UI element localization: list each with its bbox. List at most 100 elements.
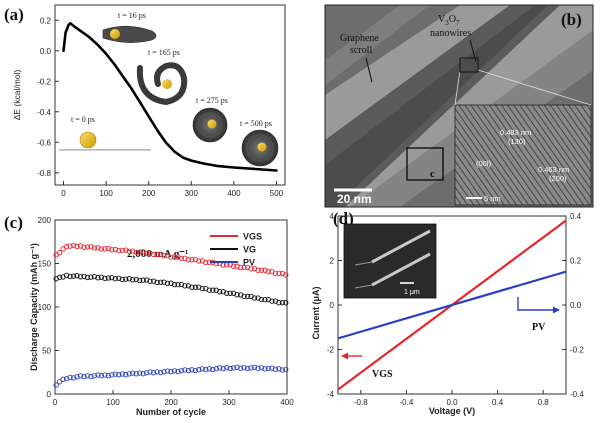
data-point: [157, 279, 164, 285]
data-point: [227, 365, 233, 372]
data-point: [143, 277, 150, 283]
data-point: [227, 290, 233, 296]
data-point: [230, 263, 237, 269]
data-point: [203, 366, 209, 373]
data-point: [84, 244, 91, 250]
data-point: [56, 379, 63, 385]
data-point: [157, 251, 164, 258]
data-point: [56, 250, 63, 256]
data-point: [213, 366, 219, 372]
data-point: [230, 365, 237, 371]
data-point: [147, 369, 153, 375]
data-point: [154, 369, 160, 375]
sem-inset: 1 μm: [343, 223, 437, 299]
data-point: [98, 274, 105, 280]
snapshot-0ps: t = 0 ps: [71, 115, 97, 149]
x-tick-label: 400: [280, 398, 294, 407]
data-point: [137, 277, 143, 284]
panel-c: (c) Discharge Capacity (mAh g⁻¹) Number …: [4, 213, 294, 417]
y-tick-label: -0.4: [37, 108, 51, 117]
data-point: [269, 365, 275, 371]
d-spacing-2: 0.463 nm: [538, 165, 569, 174]
x-tick-label: 0: [53, 398, 58, 407]
data-point: [105, 245, 112, 252]
data-point: [143, 250, 150, 256]
data-point: [130, 277, 136, 283]
data-point: [140, 249, 146, 255]
data-point: [91, 245, 98, 251]
data-point: [150, 251, 157, 258]
plane-200: (200): [549, 174, 567, 183]
data-point: [102, 275, 108, 282]
data-point: [255, 267, 261, 273]
panel-c-label: (c): [4, 213, 23, 232]
y-tick-label: -0.8: [37, 169, 51, 178]
data-point: [67, 243, 73, 249]
data-point: [154, 279, 160, 286]
data-point: [272, 270, 279, 276]
x-tick-label: -0.4: [400, 398, 414, 407]
data-point: [60, 376, 66, 382]
panel-a-frame: [54, 4, 286, 186]
data-point: [123, 247, 129, 253]
data-point: [196, 367, 202, 373]
data-point: [241, 264, 247, 271]
data-point: [171, 281, 178, 288]
data-point: [119, 371, 125, 377]
data-point: [255, 365, 261, 371]
nanowire-label: V3O7 nanowires: [430, 14, 471, 39]
panel-c-xlabel: Number of cycle: [136, 407, 206, 417]
data-point: [210, 366, 216, 373]
zone-axis: (00l): [476, 159, 492, 168]
inset-scale-label: 5 nm: [484, 194, 501, 203]
y-tick-label: 0.2: [40, 16, 52, 25]
x-tick-label: 0.0: [446, 398, 458, 407]
data-point: [105, 275, 112, 281]
data-point: [251, 295, 258, 301]
legend-label: VG: [243, 245, 256, 255]
data-point: [112, 246, 118, 253]
hrtem-inset: [454, 104, 592, 206]
energy-curve: [62, 22, 278, 172]
data-point: [244, 365, 251, 372]
x-tick-label: 200: [164, 398, 178, 407]
data-point: [206, 287, 212, 293]
series-pv: [53, 364, 289, 388]
data-point: [102, 372, 108, 378]
y-tick-label: -4: [327, 390, 335, 399]
data-point: [88, 244, 94, 250]
data-point: [70, 242, 77, 249]
data-point: [171, 368, 178, 374]
data-point: [244, 293, 251, 300]
data-point: [224, 290, 230, 296]
x-tick-label: 300: [185, 189, 199, 198]
plane-130: (130): [508, 137, 526, 146]
region-box-label: c: [430, 168, 435, 180]
data-point: [189, 367, 195, 373]
data-point: [217, 289, 223, 295]
data-point: [70, 273, 77, 279]
data-point: [126, 371, 132, 377]
data-point: [279, 367, 286, 373]
data-point: [137, 370, 143, 376]
y2-tick-label: 0.4: [570, 212, 582, 221]
data-point: [77, 373, 84, 379]
y-tick-label: 2: [330, 257, 335, 266]
data-point: [74, 273, 80, 279]
data-point: [265, 269, 272, 275]
y-tick-label: 150: [38, 260, 52, 269]
data-point: [171, 254, 178, 260]
y-tick-label: 0: [47, 390, 52, 399]
data-point: [67, 374, 73, 381]
data-point: [70, 375, 77, 381]
y-tick-label: -2: [327, 346, 335, 355]
y-tick-label: 0: [330, 301, 335, 310]
data-point: [137, 249, 143, 255]
data-point: [81, 273, 87, 280]
data-point: [192, 367, 199, 374]
data-point: [81, 244, 87, 250]
scale-bar-label: 20 nm: [337, 192, 372, 206]
sem-scale-label: 1 μm: [404, 289, 420, 296]
data-point: [276, 366, 282, 372]
y-tick-label: -0.6: [37, 138, 51, 147]
